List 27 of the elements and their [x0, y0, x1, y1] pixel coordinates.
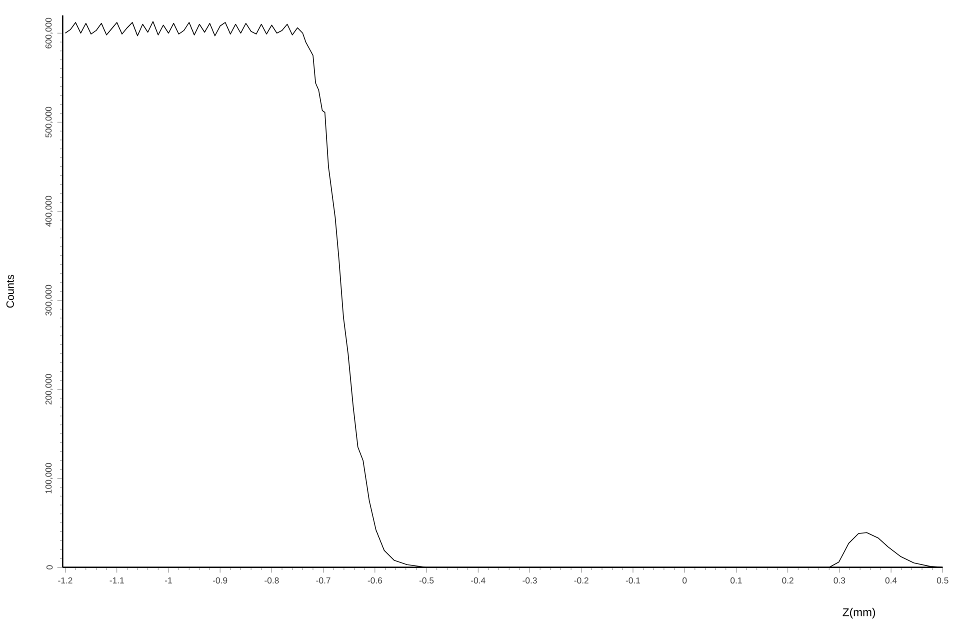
- x-tick-label: 0.2: [782, 577, 794, 584]
- y-tick-label: 0: [46, 565, 53, 570]
- x-tick-label: -1: [165, 577, 172, 584]
- x-tick-label: -0.3: [522, 577, 537, 584]
- x-tick-label: -0.4: [471, 577, 486, 584]
- y-tick-label: 200,000: [45, 374, 53, 404]
- x-tick-label: -1.2: [58, 577, 72, 584]
- x-tick-label: -1.1: [110, 577, 124, 584]
- x-tick-label: -0.5: [419, 577, 434, 584]
- x-tick-label: 0.1: [730, 577, 742, 584]
- y-tick-label: 600,000: [45, 18, 53, 48]
- y-tick-label: 100,000: [45, 462, 53, 494]
- x-tick-label: 0.5: [936, 577, 948, 584]
- x-tick-label: -0.1: [626, 577, 640, 584]
- x-tick-label: -0.9: [212, 577, 228, 584]
- x-tick-label: -0.2: [574, 577, 588, 584]
- x-tick-label: -0.6: [368, 577, 382, 584]
- x-tick-label: -0.8: [264, 577, 279, 584]
- y-tick-label: 500,000: [45, 106, 53, 138]
- x-axis-title: Z(mm): [842, 608, 876, 618]
- y-tick-label: 300,000: [45, 284, 53, 316]
- x-tick-label: 0.4: [885, 577, 897, 584]
- y-axis-title: Counts: [6, 274, 14, 308]
- x-tick-label: 0.3: [834, 577, 846, 584]
- x-tick-label: -0.7: [316, 577, 330, 584]
- y-tick-label: 400,000: [45, 196, 53, 227]
- x-tick-label: 0: [682, 577, 687, 584]
